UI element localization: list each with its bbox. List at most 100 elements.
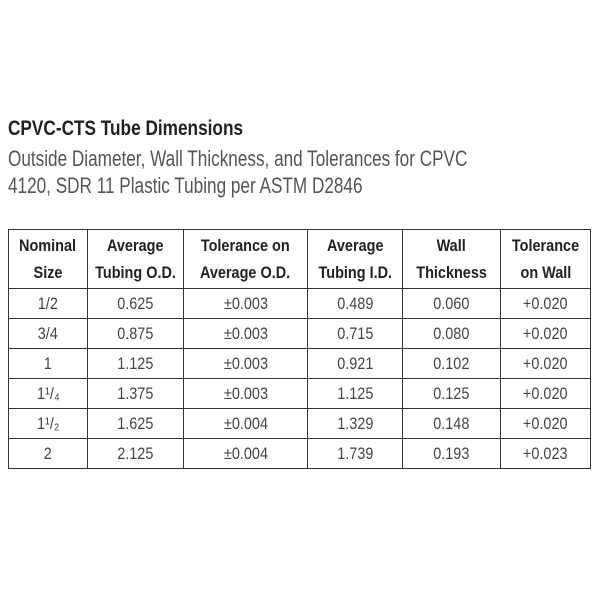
page-title: CPVC-CTS Tube Dimensions [8, 117, 244, 140]
table-cell: 2 [8, 438, 88, 469]
column-header-line: Tubing I.D. [318, 263, 392, 282]
table-cell: 0.489 [307, 288, 403, 319]
table-cell: 1 [8, 348, 88, 379]
column-header: Average Tubing I.D. [307, 229, 403, 289]
table-row: 1 1.125 ±0.003 0.921 0.102 +0.020 [8, 348, 591, 379]
column-header-line: Tubing O.D. [95, 263, 176, 282]
table-cell: 1.739 [307, 438, 403, 469]
column-header-line: Wall [436, 236, 467, 255]
table-header-row: Nominal Size Average Tubing O.D. Tolerance o… [8, 229, 591, 289]
table-cell: ±0.003 [183, 288, 308, 319]
cell-value: 2 [43, 443, 53, 463]
table-cell: 0.875 [87, 318, 184, 349]
cell-value: 1.125 [336, 383, 374, 403]
cell-value: 0.080 [433, 323, 470, 343]
column-header: Tolerance on Wall [500, 229, 591, 289]
table-row: 1¹/₂ 1.625 ±0.004 1.329 0.148 +0.020 [8, 408, 591, 439]
cell-value: ±0.003 [223, 323, 268, 343]
column-header-line: Average [326, 236, 384, 255]
column-header-line: Size [33, 263, 63, 282]
table-cell: 1.125 [87, 348, 184, 379]
cell-value: +0.020 [523, 383, 568, 403]
table-cell: 0.125 [402, 378, 501, 409]
cell-value: ±0.004 [223, 443, 268, 463]
column-header-line: Tolerance on [201, 236, 290, 255]
cell-value: ±0.003 [223, 293, 268, 313]
cell-value: 1.329 [336, 413, 374, 433]
cell-value: 0.489 [336, 293, 374, 313]
cell-value: +0.020 [523, 323, 568, 343]
column-header-line: Average [107, 236, 164, 255]
table-cell: 0.921 [307, 348, 403, 379]
cell-value: ±0.003 [223, 383, 268, 403]
table-cell: 0.060 [402, 288, 501, 319]
table-row: 3/4 0.875 ±0.003 0.715 0.080 +0.020 [8, 318, 591, 349]
column-header: Wall Thickness [402, 229, 501, 289]
column-header-line: Tolerance [511, 236, 580, 255]
cell-value: +0.023 [523, 443, 568, 463]
cell-value: 1 [43, 353, 53, 373]
cell-value: 1¹/₄ [36, 383, 60, 403]
table-cell: +0.020 [500, 408, 591, 439]
cell-value: 3/4 [37, 323, 59, 343]
table-cell: ±0.003 [183, 318, 308, 349]
cell-value: 0.102 [433, 353, 470, 373]
table-cell: 3/4 [8, 318, 88, 349]
table-row: 1/2 0.625 ±0.003 0.489 0.060 +0.020 [8, 288, 591, 319]
table-cell: ±0.004 [183, 408, 308, 439]
table-cell: ±0.003 [183, 348, 308, 379]
subtitle-line-2: 4120, SDR 11 Plastic Tubing per ASTM D28… [8, 173, 363, 198]
table-cell: ±0.003 [183, 378, 308, 409]
cell-value: 0.715 [336, 323, 374, 343]
table-cell: +0.020 [500, 318, 591, 349]
cell-value: +0.020 [523, 353, 568, 373]
table-cell: 0.193 [402, 438, 501, 469]
cell-value: ±0.003 [223, 353, 268, 373]
cell-value: ±0.004 [223, 413, 268, 433]
cell-value: 0.193 [433, 443, 470, 463]
table-cell: 1.329 [307, 408, 403, 439]
cell-value: 2.125 [117, 443, 154, 463]
cell-value: 1.739 [336, 443, 374, 463]
table-cell: 1.375 [87, 378, 184, 409]
cell-value: 1.375 [117, 383, 154, 403]
table-cell: 1¹/₂ [8, 408, 88, 439]
dimensions-table: Nominal Size Average Tubing O.D. Tolerance o… [8, 229, 591, 469]
column-header-line: Average O.D. [200, 263, 291, 282]
column-header-line: Nominal [19, 236, 77, 255]
column-header-line: on Wall [520, 263, 571, 282]
cell-value: 1¹/₂ [36, 413, 60, 433]
table-row: 1¹/₄ 1.375 ±0.003 1.125 0.125 +0.020 [8, 378, 591, 409]
table-cell: +0.020 [500, 288, 591, 319]
table-cell: +0.020 [500, 348, 591, 379]
cell-value: +0.020 [523, 413, 568, 433]
table-cell: 1/2 [8, 288, 88, 319]
table-cell: +0.023 [500, 438, 591, 469]
table-cell: 1¹/₄ [8, 378, 88, 409]
cell-value: 0.148 [433, 413, 470, 433]
subtitle-line-1: Outside Diameter, Wall Thickness, and To… [8, 146, 468, 171]
cell-value: 1/2 [37, 293, 59, 313]
cell-value: 1.125 [117, 353, 154, 373]
table-cell: ±0.004 [183, 438, 308, 469]
column-header-line: Thickness [416, 263, 487, 282]
table-cell: 0.102 [402, 348, 501, 379]
cell-value: 0.921 [336, 353, 374, 373]
cell-value: 0.875 [117, 323, 154, 343]
table-cell: 1.625 [87, 408, 184, 439]
table-cell: 2.125 [87, 438, 184, 469]
cell-value: 0.125 [433, 383, 470, 403]
table-cell: 0.080 [402, 318, 501, 349]
cell-value: 1.625 [117, 413, 154, 433]
cell-value: +0.020 [523, 293, 568, 313]
table-cell: +0.020 [500, 378, 591, 409]
table-cell: 1.125 [307, 378, 403, 409]
table-cell: 0.148 [402, 408, 501, 439]
table-row: 2 2.125 ±0.004 1.739 0.193 +0.023 [8, 438, 591, 469]
column-header: Tolerance on Average O.D. [183, 229, 308, 289]
column-header: Average Tubing O.D. [87, 229, 184, 289]
cell-value: 0.625 [117, 293, 154, 313]
cell-value: 0.060 [433, 293, 470, 313]
column-header: Nominal Size [8, 229, 88, 289]
table-cell: 0.625 [87, 288, 184, 319]
